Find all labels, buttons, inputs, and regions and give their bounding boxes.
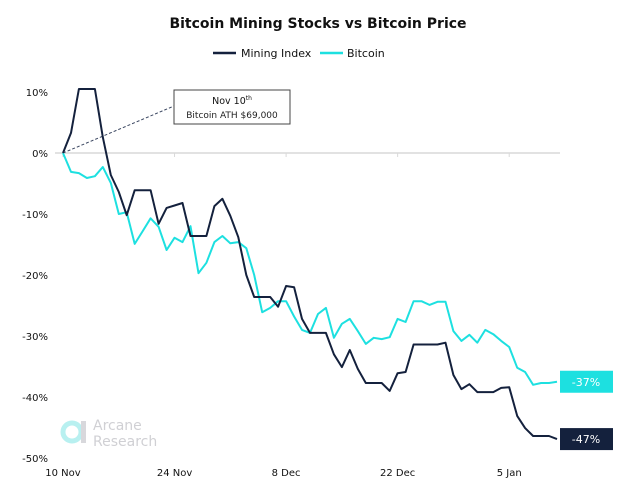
y-tick-label: -30% — [22, 332, 48, 343]
logo-mark-bar — [81, 421, 86, 443]
y-tick-label: -10% — [22, 210, 48, 221]
x-tick-label: 10 Nov — [45, 468, 81, 479]
x-tick-label: 5 Jan — [497, 468, 522, 479]
end-label-text: -47% — [572, 433, 600, 446]
logo: Arcane Research — [60, 418, 157, 450]
legend: Mining Index Bitcoin — [213, 47, 385, 60]
end-label-text: -37% — [572, 376, 600, 389]
x-tick-label: 22 Dec — [380, 468, 415, 479]
end-label-box — [560, 370, 613, 393]
y-tick-label: 10% — [26, 88, 48, 99]
x-tick-label: 24 Nov — [157, 468, 193, 479]
y-tick-label: 0% — [32, 149, 48, 160]
x-tick-label: 8 Dec — [272, 468, 301, 479]
y-tick-label: -40% — [22, 393, 48, 404]
x-axis: 10 Nov 24 Nov 8 Dec 22 Dec 5 Jan — [45, 152, 560, 479]
y-tick-label: -20% — [22, 271, 48, 282]
logo-text-1: Arcane — [93, 418, 142, 434]
annotation-leader-line — [62, 105, 175, 154]
series-group — [62, 88, 558, 441]
end-labels: -37% -47% — [560, 370, 613, 451]
logo-text-2: Research — [93, 434, 157, 450]
annotation-date-suffix: th — [246, 95, 252, 102]
chart-title: Bitcoin Mining Stocks vs Bitcoin Price — [169, 16, 466, 32]
legend-label-bitcoin: Bitcoin — [347, 47, 385, 60]
annotation-text: Bitcoin ATH $69,000 — [186, 111, 278, 121]
annotation-date: Nov 10 — [212, 96, 246, 107]
annotation: Nov 10th Bitcoin ATH $69,000 — [62, 89, 291, 154]
annotation-title: Nov 10th — [212, 95, 252, 107]
end-label-box — [560, 428, 613, 451]
annotation-box — [173, 89, 291, 125]
logo-mark-icon — [60, 420, 84, 444]
legend-label-mining: Mining Index — [241, 47, 312, 60]
series-line-bitcoin — [62, 152, 558, 386]
y-axis: 10% 0% -10% -20% -30% -40% -50% — [22, 88, 48, 465]
series-line-mining-index — [62, 88, 558, 441]
y-tick-label: -50% — [22, 454, 48, 465]
